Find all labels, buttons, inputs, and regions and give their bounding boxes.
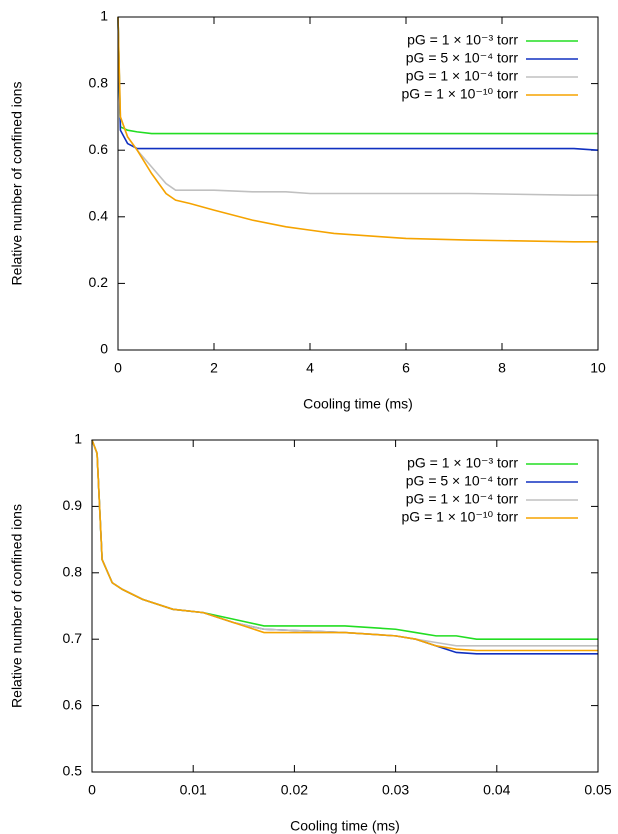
- legend-label: pG = 1 × 10⁻³ torr: [407, 455, 518, 471]
- x-axis-title: Cooling time (ms): [290, 818, 400, 834]
- legend-label: pG = 1 × 10⁻³ torr: [407, 32, 518, 48]
- data-line: [91, 439, 598, 640]
- legend-label: pG = 1 × 10⁻¹⁰ torr: [402, 509, 519, 525]
- x-tick-label: 0.01: [180, 782, 207, 798]
- y-tick-label: 0.9: [63, 497, 83, 513]
- x-tick-label: 10: [590, 360, 606, 376]
- data-line: [117, 16, 598, 243]
- data-line: [117, 16, 599, 151]
- x-tick-label: 2: [210, 360, 218, 376]
- y-tick-label: 0.8: [89, 74, 109, 90]
- y-tick-label: 0.7: [63, 630, 83, 646]
- plot-frame: [117, 16, 599, 351]
- x-tick-label: 0: [114, 360, 122, 376]
- legend-label: pG = 5 × 10⁻⁴ torr: [406, 50, 519, 66]
- legend-label: pG = 5 × 10⁻⁴ torr: [406, 473, 519, 489]
- y-tick-label: 1: [100, 8, 108, 24]
- data-line: [117, 16, 598, 196]
- y-axis-title: Relative number of confined ions: [9, 82, 25, 286]
- plot-frame: [91, 439, 599, 773]
- y-tick-label: 0.6: [63, 696, 83, 712]
- y-tick-label: 0: [100, 341, 108, 357]
- data-line: [117, 16, 598, 135]
- x-tick-label: 6: [402, 360, 410, 376]
- chart: 0.5 0.6 0.7 0.8 0.9 1 0 0.01 0.02 0.03 0.04 0.05 Coo…: [9, 431, 612, 834]
- y-tick-label: 0.6: [89, 141, 109, 157]
- y-tick-label: 0.8: [63, 564, 83, 580]
- x-tick-label: 4: [306, 360, 314, 376]
- data-line: [91, 439, 598, 647]
- data-line: [91, 439, 598, 655]
- x-tick-label: 0.05: [584, 782, 611, 798]
- legend-label: pG = 1 × 10⁻⁴ torr: [406, 491, 519, 507]
- x-tick-label: 0.02: [281, 782, 308, 798]
- y-axis-title: Relative number of confined ions: [9, 504, 25, 708]
- data-line: [91, 439, 598, 652]
- x-tick-label: 0.03: [382, 782, 409, 798]
- y-tick-label: 0.4: [89, 208, 109, 224]
- y-tick-label: 0.5: [63, 763, 83, 779]
- y-tick-label: 0.2: [89, 274, 109, 290]
- x-tick-label: 8: [498, 360, 506, 376]
- x-tick-label: 0: [88, 782, 96, 798]
- legend-label: pG = 1 × 10⁻⁴ torr: [406, 68, 519, 84]
- x-tick-label: 0.04: [483, 782, 510, 798]
- x-axis-title: Cooling time (ms): [303, 396, 413, 412]
- y-tick-label: 1: [74, 431, 82, 447]
- legend-label: pG = 1 × 10⁻¹⁰ torr: [402, 86, 519, 102]
